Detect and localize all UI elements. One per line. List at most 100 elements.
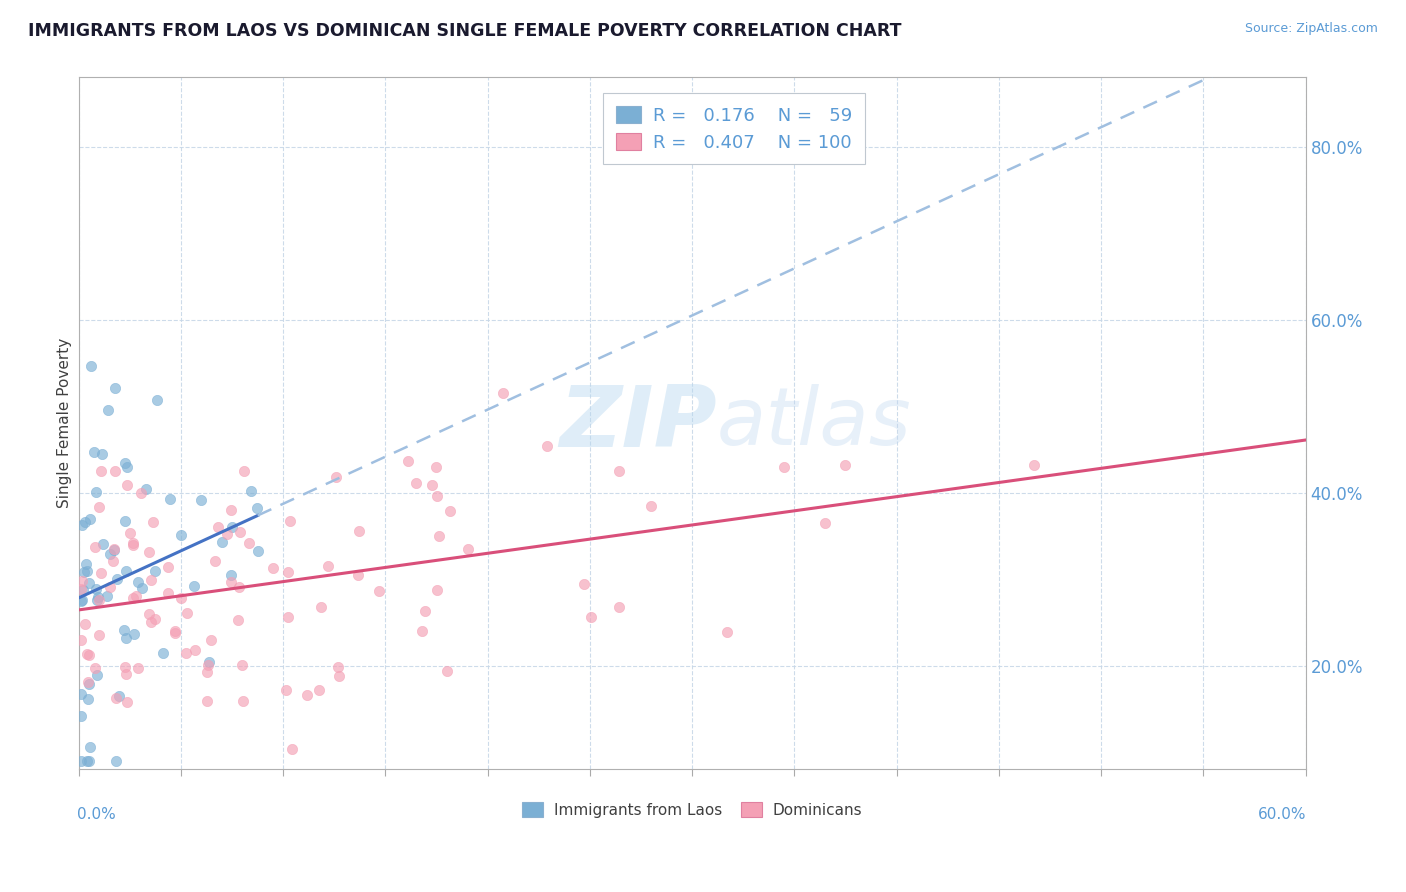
Point: [90, 566, 112, 581]
Point: [309, 600, 332, 615]
Point: [349, 524, 371, 538]
Point: [114, 667, 136, 681]
Point: [87, 500, 110, 515]
Point: [77, 675, 100, 690]
Text: ZIP: ZIP: [560, 382, 717, 465]
Point: [75, 515, 97, 529]
Point: [716, 625, 738, 640]
Point: [101, 554, 124, 568]
Text: 0.0%: 0.0%: [77, 807, 117, 822]
Point: [157, 585, 180, 599]
Point: [96, 589, 118, 603]
Point: [219, 575, 242, 590]
Point: [143, 564, 166, 578]
Point: [308, 682, 330, 697]
Point: [278, 514, 301, 528]
Point: [69, 582, 91, 596]
Point: [572, 576, 595, 591]
Point: [104, 381, 127, 395]
Point: [221, 520, 243, 534]
Point: [72, 582, 94, 597]
Point: [170, 591, 193, 606]
Point: [277, 565, 299, 579]
Point: [84, 582, 107, 596]
Point: [135, 482, 157, 496]
Point: [773, 459, 796, 474]
Point: [89, 593, 111, 607]
Point: [204, 554, 226, 568]
Point: [77, 692, 100, 706]
Y-axis label: Single Female Poverty: Single Female Poverty: [58, 338, 72, 508]
Point: [142, 516, 165, 530]
Point: [84, 540, 107, 554]
Point: [103, 542, 125, 557]
Point: [436, 664, 458, 678]
Point: [87, 628, 110, 642]
Point: [425, 460, 447, 475]
Point: [114, 660, 136, 674]
Point: [121, 591, 143, 606]
Point: [122, 538, 145, 552]
Point: [176, 606, 198, 620]
Point: [127, 661, 149, 675]
Point: [84, 661, 107, 675]
Point: [607, 599, 630, 614]
Point: [76, 565, 98, 579]
Legend: Immigrants from Laos, Dominicans: Immigrants from Laos, Dominicans: [516, 797, 869, 824]
Point: [295, 688, 318, 702]
Point: [115, 459, 138, 474]
Point: [114, 456, 136, 470]
Point: [165, 624, 187, 638]
Point: [411, 624, 433, 638]
Point: [138, 607, 160, 621]
Point: [368, 584, 391, 599]
Point: [114, 624, 136, 638]
Point: [69, 632, 91, 647]
Point: [834, 458, 856, 473]
Point: [98, 547, 121, 561]
Point: [98, 580, 121, 594]
Point: [326, 660, 349, 674]
Point: [122, 536, 145, 550]
Point: [76, 647, 98, 661]
Point: [396, 454, 419, 468]
Point: [640, 499, 662, 513]
Point: [76, 754, 98, 768]
Point: [77, 676, 100, 690]
Point: [97, 403, 120, 417]
Point: [318, 558, 340, 573]
Point: [195, 665, 218, 679]
Point: [232, 464, 254, 478]
Point: [232, 694, 254, 708]
Point: [90, 463, 112, 477]
Point: [226, 613, 249, 627]
Point: [1022, 458, 1045, 472]
Point: [277, 610, 299, 624]
Point: [70, 517, 93, 532]
Point: [229, 524, 252, 539]
Text: IMMIGRANTS FROM LAOS VS DOMINICAN SINGLE FEMALE POVERTY CORRELATION CHART: IMMIGRANTS FROM LAOS VS DOMINICAN SINGLE…: [28, 22, 901, 40]
Point: [219, 502, 242, 516]
Point: [457, 542, 479, 557]
Point: [79, 739, 101, 754]
Point: [238, 536, 260, 550]
Point: [115, 477, 138, 491]
Point: [83, 445, 105, 459]
Point: [165, 626, 187, 640]
Point: [143, 612, 166, 626]
Point: [84, 485, 107, 500]
Point: [195, 694, 218, 708]
Point: [77, 648, 100, 662]
Point: [426, 489, 449, 503]
Point: [79, 512, 101, 526]
Point: [325, 469, 347, 483]
Point: [77, 575, 100, 590]
Point: [190, 493, 212, 508]
Point: [219, 568, 242, 582]
Point: [86, 590, 108, 604]
Point: [231, 658, 253, 673]
Point: [207, 519, 229, 533]
Point: [346, 568, 368, 582]
Point: [217, 527, 239, 541]
Point: [80, 359, 103, 373]
